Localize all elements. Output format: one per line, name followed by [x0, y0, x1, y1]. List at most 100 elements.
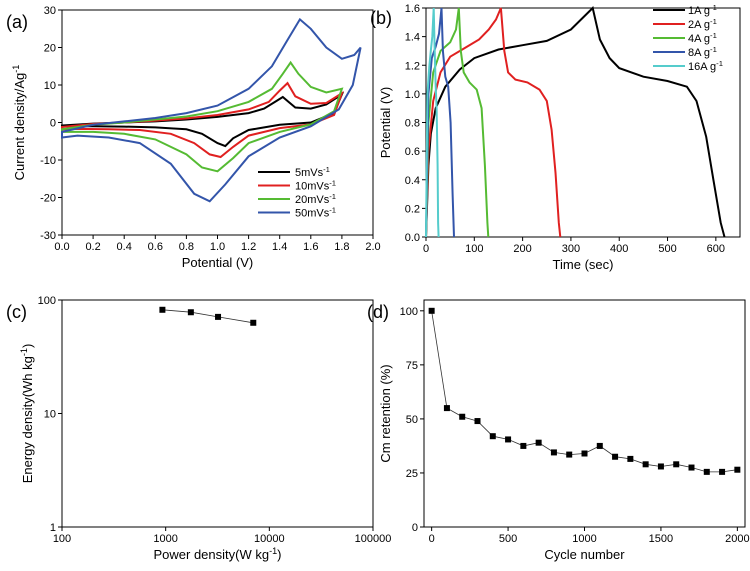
x-tick-label: 500	[658, 243, 676, 255]
legend-entry: 2A g-1	[688, 17, 717, 32]
x-tick-label: 100	[465, 243, 483, 255]
y-tick-label: 30	[44, 5, 56, 17]
y-tick-label: 0.2	[405, 203, 420, 215]
y-tick-label: 0.8	[405, 118, 420, 130]
retention-point	[550, 449, 557, 456]
panel-label: (c)	[6, 302, 27, 322]
x-tick-label: 1000	[153, 533, 177, 545]
y-axis-title: Current density/Ag-1	[11, 65, 27, 181]
y-axis-title: Energy density(Wh kg-1)	[19, 344, 35, 484]
x-tick-label: 100000	[355, 533, 392, 545]
x-axis-title: Potential (V)	[182, 255, 254, 270]
x-tick-label: 200	[513, 243, 531, 255]
legend-entry: 20mVs-1	[295, 192, 336, 207]
x-tick-label: 10000	[254, 533, 285, 545]
x-tick-label: 400	[610, 243, 628, 255]
x-tick-label: 0.8	[179, 241, 194, 253]
gcd-series-0	[425, 6, 726, 238]
retention-point	[520, 442, 527, 449]
cv-series-2	[61, 60, 344, 173]
y-tick-label: -20	[40, 193, 56, 205]
x-tick-label: 2000	[725, 533, 749, 545]
x-axis-title: Power density(W kg-1)	[153, 546, 281, 562]
y-tick-label: 10	[44, 409, 56, 421]
gcd-series-4	[425, 7, 440, 238]
x-tick-label: 0.0	[54, 241, 69, 253]
gcd-series-3	[425, 7, 455, 238]
y-tick-label: 100	[400, 306, 418, 318]
panel-a-cv-chart: (a) 0.0 0.2 0.4 0.6 0.8 1.0 1.2 1.4 1.6 1.8 2.0 -30 -…	[6, 5, 381, 270]
retention-point	[612, 453, 619, 460]
ragone-line	[162, 309, 254, 324]
y-tick-label: 25	[406, 468, 418, 480]
y-tick-label: 0.6	[405, 146, 420, 158]
ragone-point	[159, 306, 166, 313]
x-tick-label: 1.4	[272, 241, 287, 253]
legend-entry: 50mVs-1	[295, 205, 336, 220]
x-tick-label: 1.0	[210, 241, 225, 253]
x-tick-label: 0	[429, 533, 435, 545]
y-tick-label: 50	[406, 414, 418, 426]
y-tick-label: -30	[40, 230, 56, 242]
x-axis-title: Cycle number	[544, 547, 625, 562]
legend-entry: 5mVs-1	[295, 165, 330, 180]
legend-entry: 8A g-1	[688, 45, 717, 60]
legend-entry: 16A g-1	[688, 59, 723, 74]
y-tick-label: 20	[44, 43, 56, 55]
x-tick-label: 1500	[649, 533, 673, 545]
y-tick-label: 1.6	[405, 3, 420, 15]
retention-point	[734, 466, 741, 473]
y-tick-label: 75	[406, 360, 418, 372]
y-tick-label: 0.4	[405, 175, 420, 187]
retention-point	[474, 418, 481, 425]
x-tick-label: 2.0	[365, 241, 380, 253]
y-tick-label: 1.0	[405, 89, 420, 101]
plot-frame	[423, 299, 746, 528]
cv-series-3	[61, 17, 362, 203]
x-tick-label: 600	[707, 243, 725, 255]
legend-entry: 1A g-1	[688, 3, 717, 18]
retention-point	[688, 464, 695, 471]
x-tick-label: 1.8	[334, 241, 349, 253]
x-tick-label: 1.6	[303, 241, 318, 253]
retention-point	[566, 451, 573, 458]
ragone-point	[250, 319, 257, 326]
retention-point	[505, 436, 512, 443]
x-tick-label: 0.6	[148, 241, 163, 253]
y-axis-title: Cm retention (%)	[378, 364, 393, 462]
cv-series-1	[61, 81, 344, 159]
y-tick-label: 0	[50, 118, 56, 130]
retention-point	[719, 468, 726, 475]
panel-d-retention-chart: (d) 0 500 1000 1500 2000 0 25 50 75 100 Cycle numbe…	[367, 299, 750, 562]
retention-point	[489, 433, 496, 440]
legend-entry: 4A g-1	[688, 31, 717, 46]
y-tick-label: 1	[50, 522, 56, 534]
x-tick-label: 1.2	[241, 241, 256, 253]
ragone-point	[215, 313, 222, 320]
y-tick-label: 1.2	[405, 60, 420, 72]
x-tick-label: 300	[562, 243, 580, 255]
y-tick-label: 0.0	[405, 232, 420, 244]
y-tick-label: 100	[38, 295, 56, 307]
x-tick-label: 0.2	[85, 241, 100, 253]
cv-series-0	[61, 91, 345, 148]
retention-point	[535, 439, 542, 446]
retention-point	[673, 461, 680, 468]
y-axis-title: Potential (V)	[378, 87, 393, 159]
panel-label: (d)	[367, 302, 389, 322]
ragone-point	[187, 309, 194, 316]
retention-point	[443, 405, 450, 412]
retention-line	[431, 310, 738, 473]
retention-point	[581, 450, 588, 457]
plot-frame	[61, 299, 374, 528]
panel-c-ragone-chart: (c) 100 1000 10000 100000 1 10 100 Power density…	[6, 295, 391, 562]
y-tick-label: -10	[40, 155, 56, 167]
x-axis-title: Time (sec)	[553, 257, 614, 272]
x-tick-label: 1000	[572, 533, 596, 545]
y-tick-label: 10	[44, 80, 56, 92]
retention-point	[657, 463, 664, 470]
retention-point	[627, 455, 634, 462]
x-tick-label: 0	[423, 243, 429, 255]
